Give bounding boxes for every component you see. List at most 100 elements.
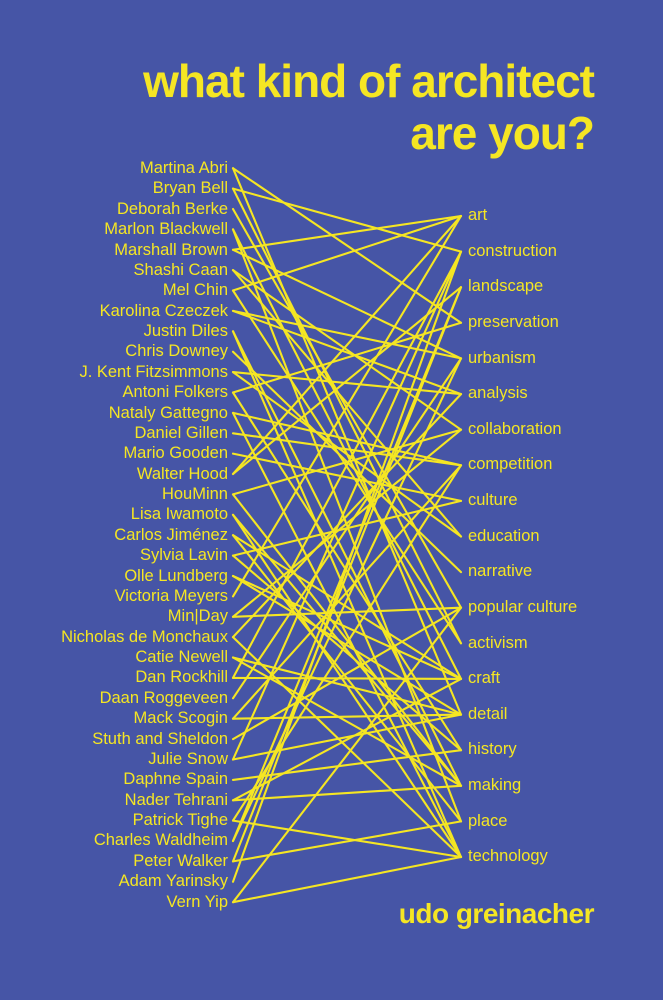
connection-line: [231, 286, 463, 863]
connection-line: [231, 534, 463, 680]
architect-name: Martina Abri: [139, 159, 228, 177]
architect-name: Dan Rockhill: [135, 668, 228, 687]
architect-name: J. Kent Fitzsimmons: [79, 362, 228, 381]
category-label: making: [468, 775, 522, 794]
category-label: detail: [468, 704, 508, 723]
connection-line: [231, 656, 463, 716]
architect-name: Carlos Jiménez: [114, 525, 228, 544]
connection-line: [231, 820, 463, 863]
connection-line: [231, 330, 463, 859]
connection-line: [231, 493, 463, 787]
title-line-1: what kind of architect: [143, 55, 595, 107]
connection-line: [231, 411, 463, 859]
connection-line: [231, 574, 463, 680]
category-label: culture: [468, 491, 518, 510]
architect-name: HouMinn: [161, 485, 228, 503]
architect-name: Chris Downey: [125, 342, 228, 361]
architect-name: Mario Gooden: [123, 444, 228, 463]
connection-line: [231, 330, 463, 787]
connection-line: [231, 250, 463, 883]
connection-line: [231, 554, 463, 752]
connection-line: [231, 250, 463, 761]
connection-line: [231, 167, 463, 324]
architect-name: Lisa Iwamoto: [130, 505, 228, 524]
connection-line: [231, 286, 463, 476]
architect-name: Karolina Czeczek: [99, 301, 228, 320]
category-label: construction: [468, 241, 557, 260]
architect-name: Julie Snow: [148, 749, 228, 768]
architect-list: Martina Abri Bryan Bell Deborah Berke Marlo…: [0, 158, 228, 912]
category-label: education: [468, 526, 540, 545]
architect-name: Charles Waldheim: [93, 831, 228, 850]
connection-line: [231, 677, 463, 802]
architect-name: Victoria Meyers: [114, 586, 228, 605]
category-label: art: [468, 206, 488, 225]
connection-line: [231, 784, 463, 802]
architect-name: Nicholas de Monchaux: [61, 627, 228, 646]
connection-line: [231, 187, 463, 253]
book-title: what kind of architect are you?: [143, 55, 595, 159]
connection-line: [231, 269, 463, 431]
category-label: analysis: [468, 384, 528, 403]
architect-name: Daphne Spain: [123, 770, 228, 789]
category-label: history: [468, 740, 517, 759]
architect-name: Justin Diles: [143, 322, 228, 340]
connection-line: [231, 452, 463, 502]
architect-name: Patrick Tighe: [132, 811, 228, 829]
connection-line: [231, 606, 463, 904]
connection-line: [231, 636, 463, 859]
connection-line: [231, 187, 463, 645]
architect-name: Nader Tehrani: [124, 790, 228, 809]
connection-line: [231, 428, 463, 618]
category-label: narrative: [468, 562, 533, 581]
connection-line: [231, 248, 463, 360]
title-line-2: are you?: [410, 107, 595, 159]
architect-name: Shashi Caan: [133, 260, 228, 279]
architect-name: Mel Chin: [162, 281, 228, 300]
category-label: competition: [468, 455, 553, 474]
connection-line: [231, 214, 463, 292]
connection-line: [231, 676, 463, 680]
author-name: udo greinacher: [398, 898, 595, 929]
connection-line: [231, 357, 463, 843]
architect-name: Daniel Gillen: [134, 423, 228, 442]
architect-name: Vern Yip: [166, 892, 228, 911]
architect-name: Sylvia Lavin: [139, 546, 228, 565]
connection-line: [231, 713, 463, 761]
category-label: place: [468, 811, 508, 830]
category-label: preservation: [468, 313, 559, 332]
architect-name: Walter Hood: [136, 464, 228, 483]
category-label: popular culture: [468, 597, 578, 616]
connection-line: [231, 214, 463, 598]
connection-line: [231, 606, 463, 618]
category-label: landscape: [468, 277, 544, 296]
connection-line: [231, 819, 463, 859]
connection-line: [231, 411, 463, 467]
architect-name: Antoni Folkers: [122, 383, 228, 402]
architect-name: Stuth and Sheldon: [92, 729, 228, 748]
connection-line: [231, 393, 463, 639]
connection-line: [231, 167, 463, 716]
architect-name: Catie Newell: [135, 648, 228, 666]
architect-name: Bryan Bell: [152, 179, 228, 198]
connection-line: [231, 250, 463, 679]
category-label: urbanism: [468, 348, 536, 367]
category-list: art construction landscape preservation urba…: [468, 198, 577, 875]
connection-line: [231, 357, 463, 700]
architect-name: Deborah Berke: [117, 199, 228, 218]
connection-line: [231, 269, 463, 538]
category-label: craft: [468, 669, 501, 688]
category-label: activism: [468, 633, 528, 652]
architect-name: Adam Yarinsky: [118, 872, 228, 891]
architect-name: Marshall Brown: [114, 240, 228, 259]
connection-line: [231, 855, 463, 904]
architect-name: Peter Walker: [133, 851, 228, 870]
connection-line: [231, 214, 463, 251]
connection-line: [231, 574, 463, 716]
architect-name: Nataly Gattegno: [108, 403, 228, 422]
connection-line: [231, 371, 463, 396]
connection-line: [231, 606, 463, 741]
architect-name: Marlon Blackwell: [104, 220, 228, 239]
